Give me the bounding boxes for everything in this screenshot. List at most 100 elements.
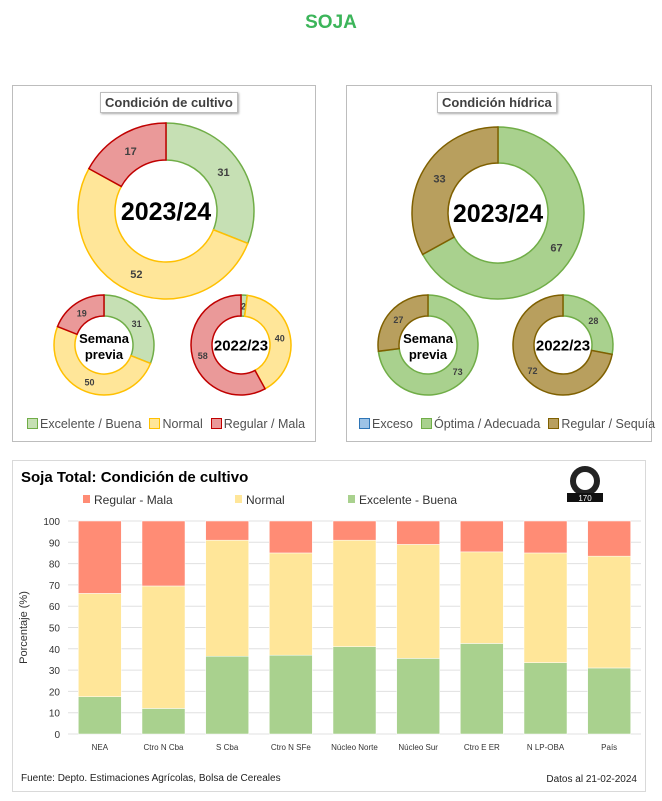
donut-slice [512, 294, 613, 396]
bar-segment [141, 708, 186, 735]
y-tick-label: 50 [49, 624, 61, 635]
slice-label: 40 [275, 334, 285, 344]
bar-segment [269, 520, 313, 554]
legend-swatch [421, 418, 432, 429]
panel-title: Condición hídrica [437, 92, 557, 113]
bar-segment [141, 520, 186, 587]
bar-segment [460, 643, 504, 735]
x-tick-label: Núcleo Norte [331, 743, 378, 752]
bar-segment [523, 520, 568, 554]
bar-segment [523, 662, 568, 735]
bar-segment [78, 593, 122, 697]
legend-label: Exceso [372, 417, 413, 431]
legend-item: Óptima / Adecuada [421, 417, 540, 431]
donut-center-label: Semana [79, 331, 130, 346]
x-tick-label: Ctro N Cba [143, 743, 184, 752]
donut-0: 67 33 2023/24 [411, 126, 585, 300]
donut-slice [53, 325, 152, 396]
legend-label: Regular - Mala [94, 493, 173, 507]
legend-label: Normal [246, 493, 285, 507]
slice-label: 33 [433, 173, 445, 185]
legend-item: Excelente / Buena [27, 417, 141, 431]
bar-segment [78, 696, 122, 735]
legend-swatch [27, 418, 38, 429]
bar-segment [269, 654, 313, 735]
x-tick-label: NEA [92, 743, 109, 752]
slice-label: 52 [130, 269, 142, 281]
donut-slice [87, 122, 167, 188]
date-note: Datos al 21-02-2024 [546, 774, 637, 785]
bar-segment [332, 646, 377, 735]
y-tick-label: 80 [49, 560, 61, 571]
legend-label: Óptima / Adecuada [434, 417, 541, 431]
donut-center-label: previa [409, 347, 448, 362]
slice-label: 27 [393, 315, 403, 325]
bar-segment [269, 552, 313, 656]
legend-item: Normal [149, 417, 203, 431]
donut-0: 31 52 17 2023/24 [77, 122, 255, 300]
water-condition-panel: Condición hídrica 67 33 2023/24 73 27 Semana p… [346, 85, 655, 442]
bar-segment [396, 658, 440, 735]
legend-label: Regular / Mala [223, 417, 306, 431]
panel-title: Condición de cultivo [100, 92, 238, 113]
donut-center-label: previa [85, 347, 124, 362]
y-tick-label: 70 [49, 581, 61, 592]
y-tick-label: 100 [43, 517, 60, 528]
donut-2: 28 72 2022/23 [512, 294, 614, 396]
legend-label: Normal [162, 417, 203, 431]
bar-segment [205, 539, 249, 657]
page-title: SOJA [305, 12, 357, 33]
y-tick-label: 90 [49, 538, 61, 549]
bar-segment [460, 551, 504, 644]
slice-label: 73 [453, 367, 463, 377]
crop-condition-panel: Condición de cultivo 31 52 17 2023/24 31 50 19… [12, 85, 316, 442]
donut-center-label: 2023/24 [453, 200, 543, 228]
y-tick-label: 20 [49, 687, 61, 698]
bar-segment [332, 539, 377, 647]
donut-slice [411, 126, 499, 256]
slice-label: 72 [528, 366, 538, 376]
y-tick-label: 30 [49, 666, 61, 677]
bar-segment [141, 585, 186, 709]
bar-segment [332, 520, 377, 541]
bar-segment [205, 656, 249, 735]
y-tick-label: 0 [54, 730, 60, 741]
logo-text: 170 [578, 494, 592, 503]
donut-slice [377, 294, 429, 353]
legend: Excelente / Buena Normal Regular / Mala [27, 417, 305, 431]
x-tick-label: S Cba [216, 743, 239, 752]
x-tick-label: N LP-OBA [527, 743, 565, 752]
slice-label: 31 [217, 167, 229, 179]
bar-segment [205, 520, 249, 541]
legend: Exceso Óptima / Adecuada Regular / Sequía [359, 417, 655, 431]
legend-label: Excelente - Buena [359, 493, 457, 507]
donut-slice [421, 126, 585, 300]
legend-swatch [348, 495, 355, 503]
y-tick-label: 40 [49, 645, 61, 656]
bar-segment [78, 520, 122, 594]
bar-segment [587, 667, 631, 735]
bolsa-logo: 170 [567, 466, 603, 503]
bar-segment [587, 555, 631, 669]
donut-slice [77, 167, 249, 300]
legend-swatch [548, 418, 560, 429]
bar-segment [396, 520, 440, 545]
stacked-bar-chart: Soja Total: Condición de cultivo Regular … [12, 460, 646, 792]
bar-chart-svg: Soja Total: Condición de cultivo Regular … [18, 466, 641, 785]
slice-label: 31 [132, 319, 142, 329]
slice-label: 67 [550, 243, 562, 255]
slice-label: 19 [77, 308, 87, 318]
donut-slice [56, 294, 105, 336]
slice-label: 17 [124, 146, 136, 158]
y-tick-label: 60 [49, 602, 61, 613]
legend-swatch [83, 495, 90, 503]
legend-item: Regular / Sequía [548, 417, 655, 431]
bar-segment [523, 552, 568, 663]
legend-swatch [235, 495, 242, 503]
legend-label: Excelente / Buena [40, 417, 142, 431]
donut-center-label: 2022/23 [214, 337, 268, 354]
